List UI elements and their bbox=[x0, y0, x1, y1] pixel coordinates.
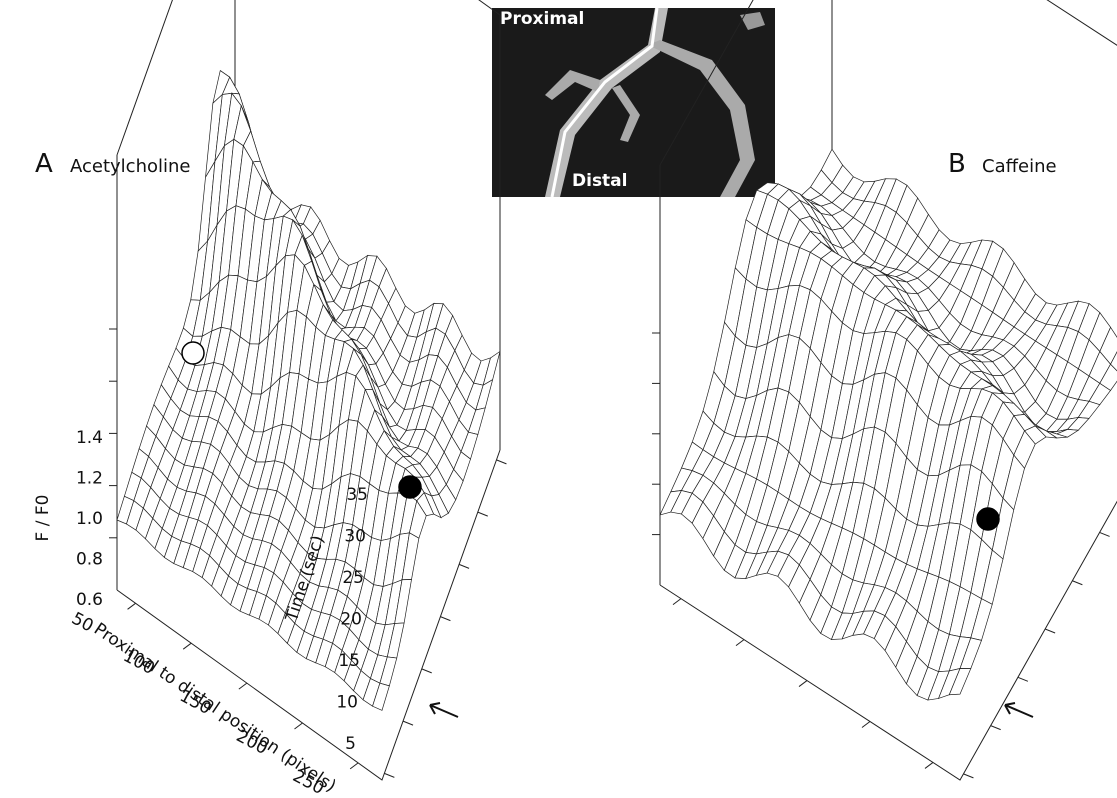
y-tick-label: 5 bbox=[345, 734, 356, 754]
marker-dot bbox=[182, 342, 204, 364]
tick bbox=[1072, 581, 1082, 585]
panel-title: Caffeine bbox=[982, 156, 1057, 177]
z-axis-label: F / F0 bbox=[33, 495, 53, 542]
y-tick-label: 25 bbox=[342, 568, 364, 588]
arrow bbox=[430, 703, 458, 717]
z-tick-label: 1.4 bbox=[76, 428, 103, 448]
tick bbox=[925, 762, 933, 768]
figure: Proximal Distal A Acetylcholine B Caffei… bbox=[0, 0, 1117, 798]
z-tick-label: 0.6 bbox=[76, 590, 103, 610]
tick bbox=[963, 774, 973, 778]
panel-title: Acetylcholine bbox=[70, 156, 190, 177]
y-tick-label: 10 bbox=[336, 693, 358, 713]
tick bbox=[403, 721, 413, 725]
tick bbox=[422, 669, 432, 673]
panel-letter: B bbox=[948, 149, 966, 179]
marker-dot bbox=[977, 508, 999, 530]
tick bbox=[991, 726, 1001, 730]
plot-3d bbox=[109, 0, 506, 780]
inset-label: Distal bbox=[572, 171, 627, 191]
tick bbox=[295, 723, 303, 729]
z-tick-label: 1.2 bbox=[76, 469, 103, 489]
tick bbox=[239, 683, 247, 689]
tick bbox=[1100, 532, 1110, 536]
tick bbox=[496, 460, 506, 464]
marker-dot bbox=[399, 476, 421, 498]
tick bbox=[736, 640, 744, 646]
z-tick-label: 1.0 bbox=[76, 509, 103, 529]
tick bbox=[799, 681, 807, 687]
y-tick-label: 15 bbox=[338, 651, 360, 671]
tick bbox=[459, 564, 469, 568]
tick bbox=[1018, 677, 1028, 681]
y-tick-label: 35 bbox=[346, 485, 368, 505]
tick bbox=[350, 763, 358, 769]
tick bbox=[862, 722, 870, 728]
tick bbox=[183, 643, 191, 649]
tick bbox=[478, 512, 488, 516]
arrow bbox=[1005, 703, 1033, 717]
tick bbox=[440, 617, 450, 621]
y-tick-label: 30 bbox=[344, 527, 366, 547]
tick bbox=[128, 603, 136, 609]
inset-label: Proximal bbox=[500, 9, 584, 29]
y-tick-label: 20 bbox=[340, 610, 362, 630]
panel-letter: A bbox=[35, 149, 53, 179]
tick bbox=[673, 599, 681, 605]
tick bbox=[384, 773, 394, 777]
z-tick-label: 0.8 bbox=[76, 550, 103, 570]
tick bbox=[1045, 629, 1055, 633]
